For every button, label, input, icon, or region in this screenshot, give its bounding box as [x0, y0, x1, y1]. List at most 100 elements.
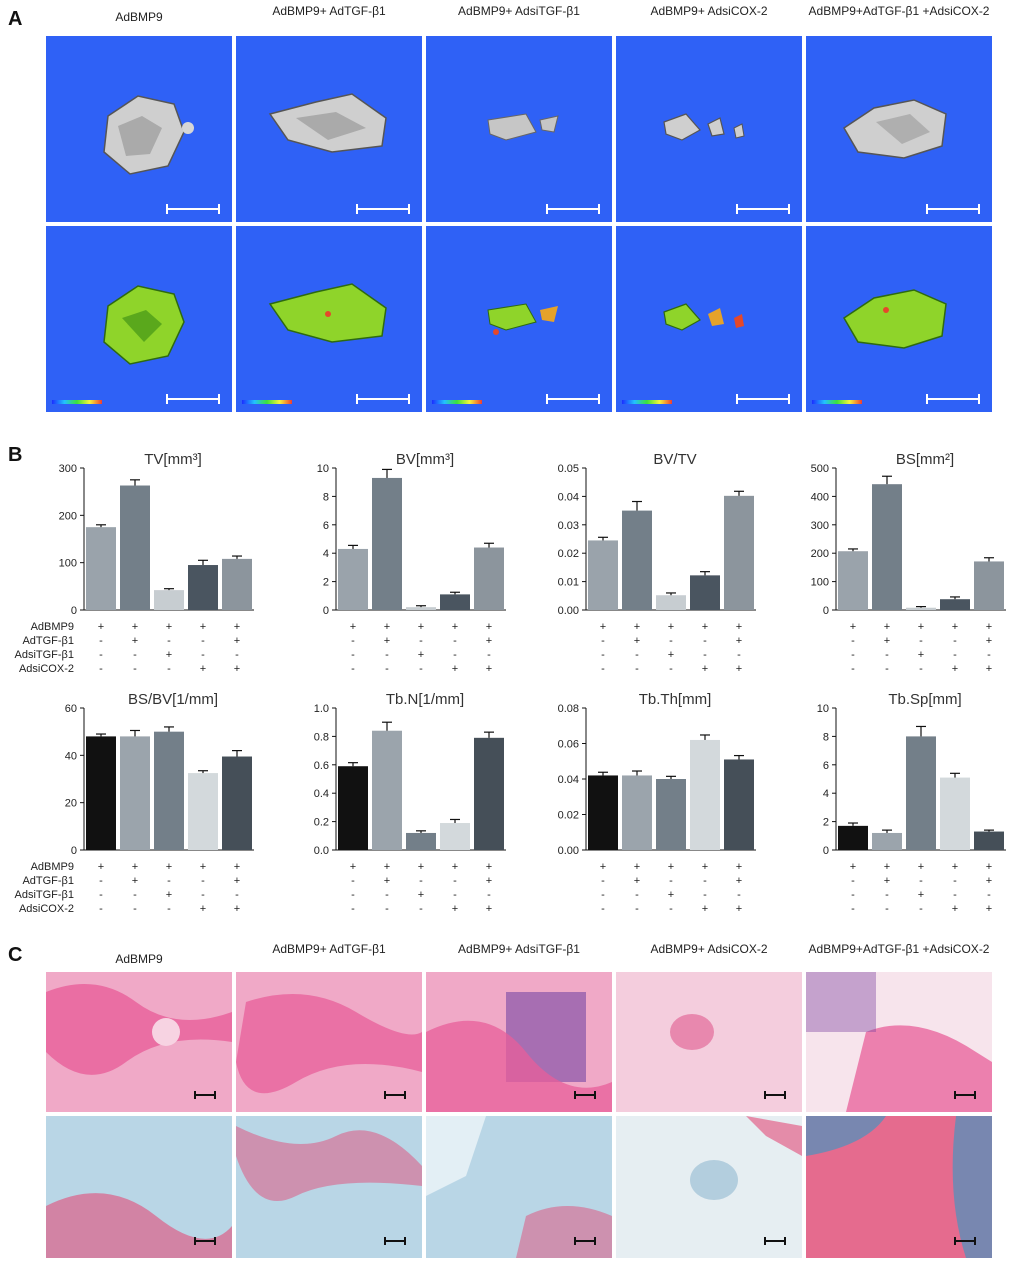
y-tick-label: 0.0 — [314, 845, 329, 857]
treatment-sign: - — [635, 889, 639, 901]
treatment-sign: + — [634, 621, 640, 633]
scale-bar — [356, 394, 410, 404]
scale-bar — [764, 1237, 786, 1245]
treatment-sign: + — [736, 663, 742, 675]
scale-bar — [546, 394, 600, 404]
treatment-sign: - — [601, 635, 605, 647]
bar — [724, 495, 754, 610]
treatment-label: AdTGF-β1 — [22, 635, 74, 647]
y-tick-label: 0 — [71, 845, 77, 857]
y-tick-label: 0 — [823, 845, 829, 857]
bar — [154, 590, 184, 610]
treatment-label: AdsiCOX-2 — [19, 903, 74, 915]
treatment-sign: - — [601, 875, 605, 887]
treatment-sign: + — [952, 861, 958, 873]
panel-label-b: B — [8, 444, 23, 466]
treatment-sign: - — [601, 663, 605, 675]
scale-bar — [574, 1237, 596, 1245]
scale-bar — [194, 1237, 216, 1245]
bar — [222, 756, 252, 850]
bar — [188, 565, 218, 610]
bar — [338, 548, 368, 610]
tissue-section-icon — [426, 992, 612, 1112]
treatment-sign: + — [986, 663, 992, 675]
scale-bar — [736, 204, 790, 214]
treatment-sign: + — [918, 861, 924, 873]
treatment-sign: + — [486, 621, 492, 633]
treatment-sign: - — [167, 635, 171, 647]
treatment-sign: - — [851, 889, 855, 901]
treatment-sign: + — [234, 875, 240, 887]
treatment-sign: + — [234, 621, 240, 633]
group-header-c-4: AdBMP9+ AdsiCOX-2 — [650, 942, 768, 956]
treatment-sign: - — [987, 649, 991, 661]
y-tick-label: 0.03 — [558, 520, 579, 532]
treatment-sign: + — [452, 903, 458, 915]
y-tick-label: 10 — [317, 463, 329, 475]
treatment-sign: + — [668, 889, 674, 901]
bar — [656, 595, 686, 610]
thickness-tile-tgf — [236, 226, 422, 412]
treatment-sign: - — [385, 649, 389, 661]
y-tick-label: 0 — [823, 605, 829, 617]
he-stain-tile-adbmp9 — [46, 972, 232, 1112]
treatment-sign: - — [385, 903, 389, 915]
group-header-c-5: AdBMP9+AdTGF-β1 +AdsiCOX-2 — [808, 942, 990, 956]
treatment-sign: - — [851, 875, 855, 887]
treatment-sign: - — [351, 649, 355, 661]
treatment-sign: + — [634, 635, 640, 647]
y-tick-label: 0.04 — [558, 774, 579, 786]
treatment-sign: + — [98, 621, 104, 633]
bar — [588, 775, 618, 850]
treatment-sign: + — [736, 621, 742, 633]
treatment-sign: - — [351, 635, 355, 647]
treatment-sign: - — [99, 875, 103, 887]
treatment-sign: + — [736, 635, 742, 647]
bar — [338, 766, 368, 850]
group-header-a-1: AdBMP9 — [115, 10, 163, 24]
treatment-sign: - — [919, 875, 923, 887]
treatment-sign: - — [201, 889, 205, 901]
thickness-tile-sitgf — [426, 226, 612, 412]
treatment-sign: + — [486, 875, 492, 887]
chart-title: BS/BV[1/mm] — [128, 691, 218, 708]
thickness-map-icon — [842, 289, 947, 349]
micro-ct-bar-charts: TV[mm³] 0 100 200 300 + - - - + + - - + - + - + - - + + + - + BV[… — [0, 440, 1020, 920]
treatment-sign: - — [487, 889, 491, 901]
tissue-section-icon — [806, 1116, 992, 1258]
group-header-c-3: AdBMP9+ AdsiTGF-β1 — [458, 942, 580, 956]
treatment-label: AdsiTGF-β1 — [14, 889, 74, 901]
bar — [406, 832, 436, 850]
tissue-section-icon — [690, 1116, 802, 1200]
scale-bar — [954, 1237, 976, 1245]
treatment-sign: + — [918, 649, 924, 661]
treatment-sign: + — [668, 861, 674, 873]
bar — [622, 510, 652, 610]
treatment-sign: - — [419, 663, 423, 675]
treatment-sign: - — [167, 663, 171, 675]
treatment-sign: - — [703, 635, 707, 647]
treatment-sign: - — [669, 903, 673, 915]
treatment-sign: + — [668, 649, 674, 661]
y-tick-label: 4 — [323, 548, 329, 560]
scale-bar — [194, 1091, 216, 1099]
treatment-sign: - — [133, 649, 137, 661]
treatment-sign: - — [851, 635, 855, 647]
treatment-sign: + — [486, 663, 492, 675]
treatment-sign: + — [384, 635, 390, 647]
treatment-sign: + — [918, 889, 924, 901]
bar — [906, 607, 936, 610]
treatment-sign: - — [351, 663, 355, 675]
microct-tile-adbmp9 — [46, 36, 232, 222]
treatment-sign: + — [234, 663, 240, 675]
bar — [690, 739, 720, 850]
treatment-sign: + — [952, 663, 958, 675]
treatment-sign: - — [885, 649, 889, 661]
color-scale-legend — [622, 400, 672, 404]
y-tick-label: 8 — [823, 731, 829, 743]
scale-bar — [736, 394, 790, 404]
chart-title: BV/TV — [653, 451, 696, 468]
treatment-sign: + — [350, 621, 356, 633]
chart-title: BV[mm³] — [396, 451, 454, 468]
treatment-sign: - — [851, 649, 855, 661]
